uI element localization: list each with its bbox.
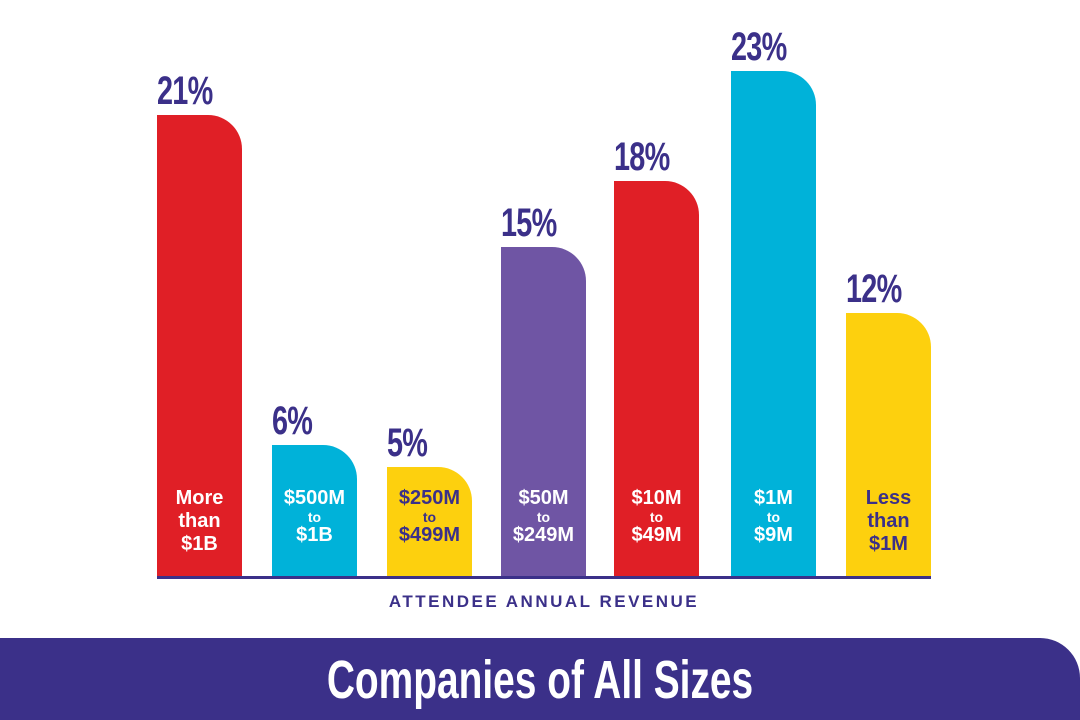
category-label-line: $499M [398, 524, 461, 546]
category-label-line: $49M [631, 524, 682, 546]
category-label: $50M to $249M [501, 487, 586, 547]
bar-3 [501, 247, 586, 577]
category-label-line: $50M [518, 487, 569, 509]
category-label-line: $1M [754, 487, 793, 509]
data-label: 21% [157, 69, 213, 113]
category-label: Less than $1M [846, 487, 931, 556]
category-label-line: to [536, 509, 551, 525]
category-label-line: $250M [398, 487, 461, 509]
category-label-line: $500M [283, 487, 346, 509]
category-label-line: Less [865, 487, 912, 509]
category-label: $10M to $49M [614, 487, 699, 547]
bar-2 [387, 467, 472, 577]
category-label: $500M to $1B [272, 487, 357, 547]
title-banner [0, 638, 1080, 720]
x-axis-label: ATTENDEE ANNUAL REVENUE [388, 592, 700, 611]
category-label-line: to [307, 509, 322, 525]
category-label-line: to [422, 509, 437, 525]
category-label-line: $249M [512, 524, 575, 546]
category-label-line: to [649, 509, 664, 525]
category-label: $1M to $9M [731, 487, 816, 547]
data-label: 6% [272, 399, 313, 443]
data-label: 23% [731, 25, 787, 69]
category-label-line: More [175, 487, 224, 509]
category-label-line: $10M [631, 487, 682, 509]
category-label-line: $1B [181, 533, 218, 555]
data-label: 18% [614, 135, 670, 179]
bar-5 [731, 71, 816, 577]
bar-6 [846, 313, 931, 577]
data-label: 12% [846, 267, 902, 311]
data-label: 15% [501, 201, 557, 245]
chart-title: Companies of All Sizes [326, 650, 754, 710]
bar-0 [157, 115, 242, 577]
bar-4 [614, 181, 699, 577]
category-label-line: than [867, 510, 910, 532]
category-label: More than $1B [157, 487, 242, 556]
category-label-line: $1M [869, 533, 908, 555]
category-label: $250M to $499M [387, 487, 472, 547]
x-axis-line [157, 576, 931, 579]
bar-1 [272, 445, 357, 577]
data-label: 5% [387, 421, 428, 465]
category-label-line: $9M [754, 524, 793, 546]
category-label-line: to [766, 509, 781, 525]
category-label-line: $1B [296, 524, 333, 546]
category-label-line: than [178, 510, 221, 532]
